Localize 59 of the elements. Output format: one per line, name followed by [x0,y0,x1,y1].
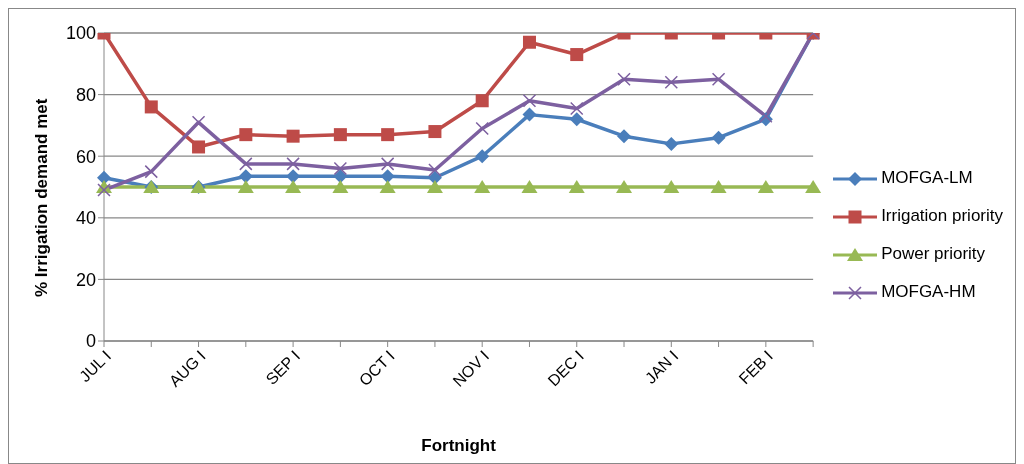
point [759,109,773,123]
point [475,149,490,164]
point [332,180,349,193]
y-tick-label: 40 [75,208,96,229]
point [333,161,348,176]
point [97,183,111,197]
point [238,169,253,184]
point [380,157,395,171]
x-tick-label: SEP I [262,347,304,388]
point [144,100,158,114]
y-tick-label: 100 [65,23,96,44]
point [144,164,159,179]
legend-label: Irrigation priority [881,206,1003,225]
point [522,94,537,108]
point [380,169,395,184]
point [521,180,538,193]
point [237,180,254,193]
y-tick-label: 60 [75,146,96,167]
point [616,180,633,193]
point [522,107,537,122]
point [285,180,302,193]
legend-label: MOFGA-LM [881,168,973,187]
point [428,125,442,139]
point [286,129,300,143]
legend-label: MOFGA-HM [881,282,976,301]
point [475,94,489,108]
point [617,72,631,86]
point [522,35,536,49]
point [570,48,584,62]
point [663,180,680,193]
point [569,112,584,127]
point [286,157,300,171]
point [426,180,443,193]
point [475,121,489,136]
point [239,157,253,171]
y-tick-label: 20 [75,269,96,290]
point [192,140,206,154]
point [710,180,727,193]
point [617,129,632,144]
point [379,180,396,193]
x-tick-label: FEB I [735,347,776,388]
point [711,72,726,86]
point [711,130,726,145]
point [805,180,822,193]
point [474,180,491,193]
y-axis-title: % Irrigation demand met [32,98,52,297]
y-tick-label: 80 [75,84,96,105]
point [333,128,347,142]
point [757,180,774,193]
point [239,128,253,142]
x-axis-title: Fortnight [421,436,497,455]
point [568,180,585,193]
point [428,163,442,177]
point [664,136,679,151]
legend-label: Power priority [881,244,986,263]
point [664,75,679,90]
point [570,101,584,116]
point [381,128,395,142]
point [286,169,301,184]
